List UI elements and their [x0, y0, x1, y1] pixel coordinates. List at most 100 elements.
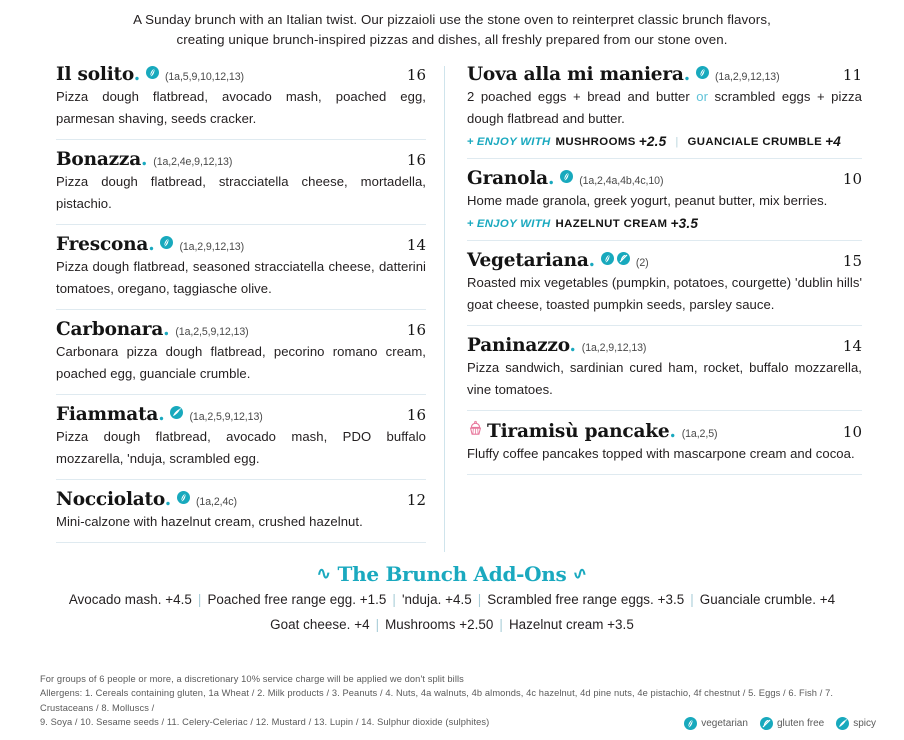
footer: For groups of 6 people or more, a discre…	[40, 672, 876, 730]
menu-columns: Il solito. (1a,5,9,10,12,13) 16 Pizza dough…	[0, 64, 904, 552]
allergen-codes: (1a,5,9,10,12,13)	[164, 71, 244, 83]
menu-item-header: Nocciolato. (1a,2,4c) 12	[56, 489, 426, 510]
addons-row-2: Goat cheese. +4 | Mushrooms +2.50 | Hazelnut…	[40, 614, 864, 636]
addons-section: ∿ The Brunch Add-Ons ∿ Avocado mash. +4.…	[0, 562, 904, 636]
vegetarian-icon	[145, 66, 159, 79]
addon-item: Hazelnut cream +3.5	[508, 617, 634, 632]
menu-item-description: Pizza dough flatbread, avocado mash, PDO…	[56, 429, 426, 466]
gluten-free-icon	[616, 252, 630, 265]
menu-item-price: 16	[406, 321, 426, 339]
enjoy-with-row: + ENJOY WITH HAZELNUT CREAM +3.5	[467, 216, 862, 231]
menu-item-name: Tiramisù pancake.	[487, 421, 676, 442]
description-part-2: scrambled eggs + pizza dough flatbread a…	[467, 89, 862, 126]
menu-item-name: Frescona.	[56, 234, 155, 255]
menu-item-name: Paninazzo.	[467, 335, 576, 356]
diet-badges	[170, 406, 184, 419]
menu-item-description: 2 poached eggs + bread and butter or scr…	[467, 86, 862, 130]
menu-item: Il solito. (1a,5,9,10,12,13) 16 Pizza dough…	[56, 64, 426, 140]
vegetarian-icon	[695, 66, 709, 79]
addon-item: Mushrooms +2.50	[385, 617, 494, 632]
swirl-right-icon: ∿	[573, 564, 588, 584]
menu-item-description: Pizza dough flatbread, avocado mash, poa…	[56, 89, 426, 126]
cupcake-icon	[467, 420, 484, 437]
name-dot: .	[163, 319, 170, 340]
menu-item: Frescona. (1a,2,9,12,13) 14 Pizza dough fla…	[56, 234, 426, 310]
allergen-codes: (1a,2,4a,4b,4c,10)	[579, 175, 664, 187]
allergen-codes: (1a,2,9,12,13)	[581, 342, 647, 354]
allergens-line-2: 9. Soya / 10. Sesame seeds / 11. Celery-…	[40, 717, 490, 728]
vegetarian-icon	[560, 170, 574, 183]
menu-item-description: Pizza dough flatbread, seasoned straccia…	[56, 259, 426, 296]
enjoy-with-label: ENJOY WITH	[476, 135, 551, 148]
addon-separator: |	[197, 592, 202, 607]
description-part-1: 2 poached eggs + bread and butter	[467, 89, 697, 104]
vegetarian-icon	[600, 252, 614, 265]
addon-separator: |	[392, 592, 396, 607]
legend-item: gluten free	[759, 717, 824, 730]
menu-item-price: 12	[406, 491, 426, 509]
menu-item: Paninazzo. (1a,2,9,12,13) 14 Pizza sandwich…	[467, 335, 862, 411]
legend-label: vegetarian	[701, 718, 748, 729]
intro-paragraph: A Sunday brunch with an Italian twist. O…	[0, 0, 904, 50]
menu-item-name: Uova alla mi maniera.	[467, 64, 690, 85]
menu-item-price: 16	[406, 66, 426, 84]
swirl-left-icon: ∿	[316, 564, 331, 584]
menu-item: Fiammata. (1a,2,5,9,12,13) 16 Pizza dough f…	[56, 404, 426, 480]
menu-item-price: 16	[406, 406, 426, 424]
allergen-codes: (1a,2,9,12,13)	[714, 71, 780, 83]
name-dot: .	[547, 168, 555, 189]
addons-row-1: Avocado mash. +4.5 | Poached free range eg…	[40, 589, 864, 611]
legend: vegetarian gluten free spicy	[678, 717, 876, 730]
enjoy-item-label: HAZELNUT CREAM	[555, 217, 668, 230]
menu-item: Nocciolato. (1a,2,4c) 12 Mini-calzone with …	[56, 489, 426, 543]
allergen-codes: (1a,2,9,12,13)	[179, 241, 245, 253]
gluten-free-icon	[759, 717, 773, 730]
menu-item-name: Il solito.	[56, 64, 140, 85]
addon-item: Avocado mash. +4.5	[68, 592, 192, 607]
column-divider	[444, 66, 445, 552]
name-dot: .	[133, 64, 140, 85]
spicy-icon	[170, 406, 184, 419]
legend-label: spicy	[853, 718, 876, 729]
allergens-line-1: Allergens: 1. Cereals containing gluten,…	[40, 688, 834, 713]
plus-icon: +	[467, 217, 474, 230]
menu-item-header: Uova alla mi maniera. (1a,2,9,12,13) 11	[467, 64, 862, 85]
enjoy-item-price: +4	[825, 134, 842, 149]
addon-item: Guanciale crumble. +4	[699, 592, 836, 607]
menu-item-name: Granola.	[467, 168, 555, 189]
allergen-codes: (1a,2,4c)	[195, 496, 237, 508]
diet-badges	[160, 236, 174, 249]
vegetarian-icon	[176, 491, 190, 504]
diet-badges	[145, 66, 159, 79]
addon-item: Scrambled free range eggs. +3.5	[487, 592, 685, 607]
menu-item-price: 14	[406, 236, 426, 254]
addon-separator: |	[477, 592, 482, 607]
menu-item-name: Bonazza.	[56, 149, 148, 170]
addon-item: 'nduja. +4.5	[401, 592, 472, 607]
name-dot: .	[148, 234, 155, 255]
addons-title: ∿ The Brunch Add-Ons ∿	[40, 562, 864, 586]
menu-item-header: Il solito. (1a,5,9,10,12,13) 16	[56, 64, 426, 85]
menu-item-description: Roasted mix vegetables (pumpkin, potatoe…	[467, 275, 862, 312]
diet-badges	[176, 491, 190, 504]
menu-item: Vegetariana. (2) 15 Roasted mix vegetables …	[467, 250, 862, 326]
name-dot: .	[683, 64, 690, 85]
menu-item-header: Carbonara. (1a,2,5,9,12,13) 16	[56, 319, 426, 340]
addon-item: Poached free range egg. +1.5	[207, 592, 387, 607]
menu-item-price: 11	[842, 66, 862, 84]
menu-item-name: Vegetariana.	[467, 250, 595, 271]
menu-item-header: Granola. (1a,2,4a,4b,4c,10) 10	[467, 168, 862, 189]
addon-separator: |	[499, 617, 503, 632]
allergen-codes: (2)	[635, 257, 649, 269]
diet-badges	[600, 252, 630, 265]
description-or: or	[696, 89, 709, 104]
menu-item: Bonazza. (1a,2,4e,9,12,13) 16 Pizza dough f…	[56, 149, 426, 225]
menu-item-price: 16	[406, 151, 426, 169]
enjoy-with-label: ENJOY WITH	[476, 217, 551, 230]
intro-line-1: A Sunday brunch with an Italian twist. O…	[133, 12, 771, 27]
menu-item: Carbonara. (1a,2,5,9,12,13) 16 Carbonara pi…	[56, 319, 426, 395]
menu-item-price: 10	[842, 423, 862, 441]
addon-separator: |	[690, 592, 694, 607]
name-dot: .	[588, 250, 595, 271]
menu-item-description: Carbonara pizza dough flatbread, pecorin…	[56, 344, 426, 381]
